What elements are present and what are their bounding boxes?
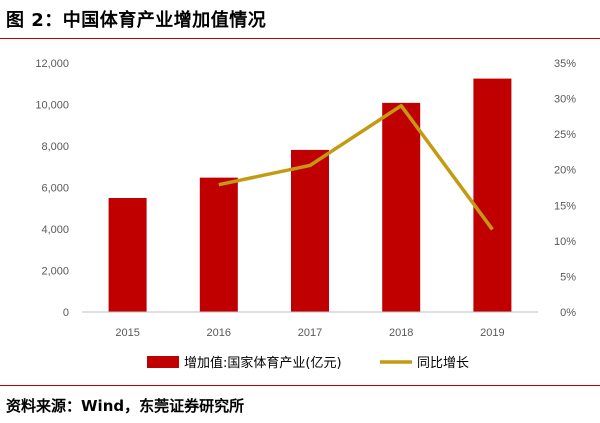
x-tick-label: 2015	[115, 327, 139, 339]
bar-2019	[473, 78, 512, 312]
y-right-tick-label: 5%	[560, 271, 576, 283]
bar-series	[108, 78, 512, 312]
bar-2017	[291, 149, 329, 312]
growth-line	[218, 103, 494, 231]
y-right-tick-label: 10%	[554, 236, 576, 248]
x-tick-label: 2018	[389, 327, 413, 339]
x-axis: 2015 2016 2017 2018 2019	[115, 327, 504, 339]
title-rule	[0, 38, 600, 39]
y-left-tick-label: 2,000	[41, 266, 69, 278]
legend-label-line: 同比增长	[417, 356, 469, 371]
bar-2016	[199, 177, 238, 312]
x-tick-label: 2016	[207, 327, 231, 339]
y-left-tick-label: 6,000	[41, 183, 69, 195]
y-right-tick-label: 15%	[554, 200, 576, 212]
y-right-tick-label: 0%	[560, 307, 576, 319]
y-right-tick-label: 25%	[554, 129, 576, 141]
source-rule	[0, 385, 600, 386]
y-left-tick-label: 0	[63, 307, 69, 319]
x-tick-label: 2019	[480, 327, 504, 339]
bar-2018	[382, 102, 421, 312]
y-right-tick-label: 20%	[554, 165, 576, 177]
figure-title: 图 2：中国体育产业增加值情况	[6, 10, 267, 31]
legend-label-bar: 增加值:国家体育产业(亿元)	[184, 355, 342, 371]
y-right-axis: 0% 5% 10% 15% 20% 25% 30% 35%	[554, 58, 576, 319]
source-note: 资料来源：Wind，东莞证券研究所	[6, 397, 245, 415]
y-right-tick-label: 30%	[554, 94, 576, 106]
y-left-tick-label: 12,000	[35, 58, 69, 70]
y-right-tick-label: 35%	[554, 58, 576, 70]
x-tick-label: 2017	[298, 327, 322, 339]
y-left-tick-label: 8,000	[41, 141, 69, 153]
y-left-tick-label: 10,000	[35, 100, 69, 112]
y-left-tick-label: 4,000	[41, 224, 69, 236]
bar-2015	[108, 197, 147, 312]
y-left-axis: 0 2,000 4,000 6,000 8,000 10,000 12,000	[35, 58, 69, 319]
legend: 增加值:国家体育产业(亿元) 同比增长	[147, 355, 469, 371]
legend-swatch-bar	[147, 356, 179, 368]
